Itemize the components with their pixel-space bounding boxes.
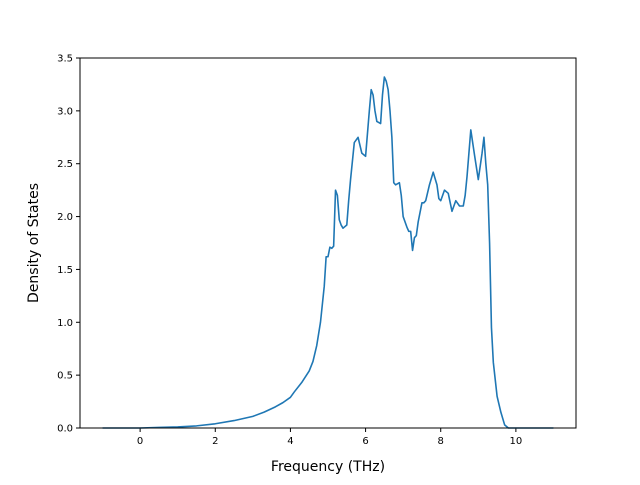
x-tick-label: 4 (287, 436, 293, 447)
plot-frame (79, 57, 577, 429)
dos-series-line (102, 76, 554, 429)
y-axis-label: Density of States (26, 183, 42, 303)
y-tick-label: 3.0 (57, 106, 73, 117)
x-axis-ticks: 0 2 4 6 8 10 (137, 428, 522, 447)
y-tick-label: 0.5 (57, 371, 73, 382)
x-axis-label: Frequency (THz) (271, 459, 385, 475)
y-tick-label: 1.5 (57, 265, 73, 276)
y-axis-ticks: 0.0 0.5 1.0 1.5 2.0 2.5 3.0 3.5 (57, 54, 80, 435)
x-tick-label: 2 (212, 436, 218, 447)
x-tick-label: 8 (438, 436, 444, 447)
y-tick-label: 0.0 (57, 424, 73, 435)
y-tick-label: 1.0 (57, 318, 73, 329)
y-tick-label: 3.5 (57, 54, 73, 65)
plot-background (80, 58, 576, 428)
y-tick-label: 2.0 (57, 212, 73, 223)
y-tick-label: 2.5 (57, 159, 73, 170)
x-tick-label: 6 (362, 436, 368, 447)
x-tick-label: 10 (510, 436, 523, 447)
x-tick-label: 0 (137, 436, 143, 447)
